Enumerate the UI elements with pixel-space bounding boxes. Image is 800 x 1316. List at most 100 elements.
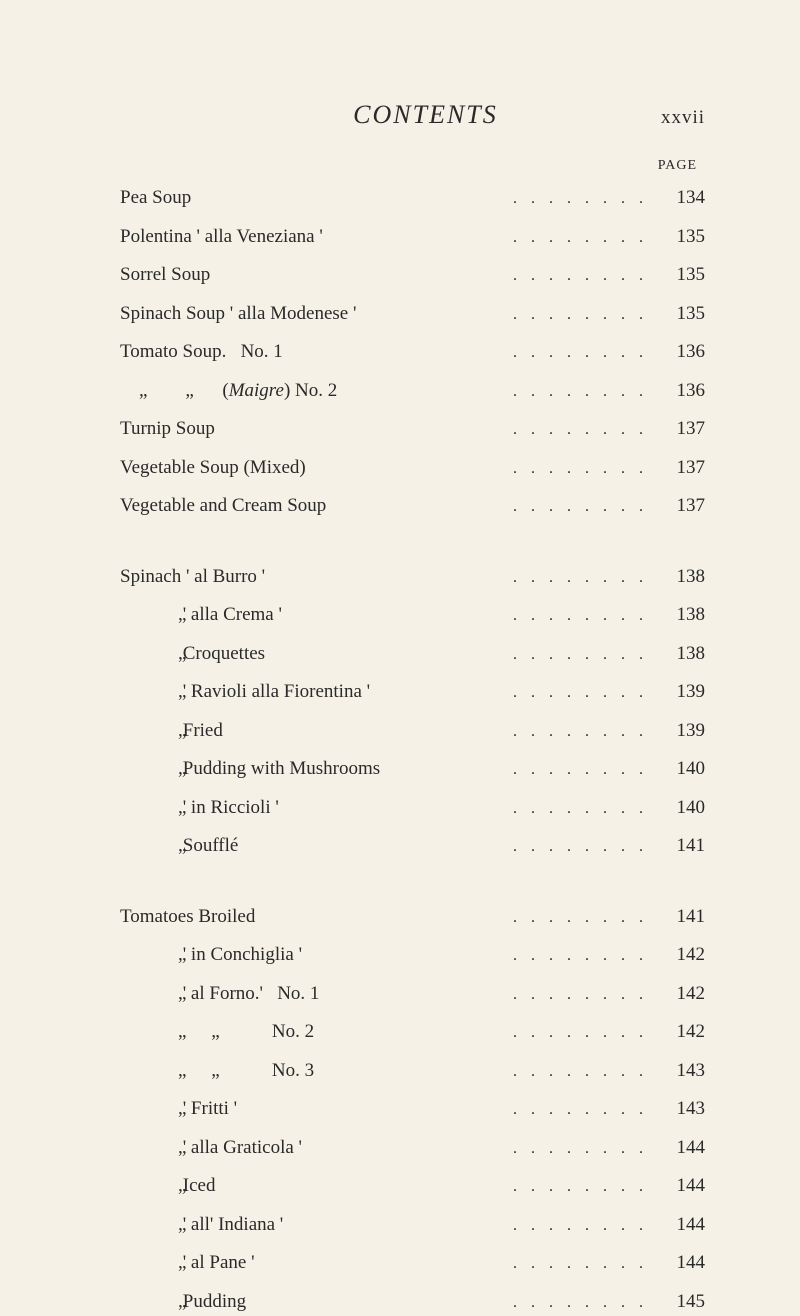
page-roman-numeral: xxvii: [661, 107, 705, 129]
ditto-mark: „: [120, 794, 178, 823]
leader-dots: ........: [229, 720, 657, 744]
entry-label: „ ' alla Crema ': [120, 601, 282, 630]
leader-dots: ........: [343, 380, 657, 404]
entry-page-number: 137: [663, 492, 705, 521]
leader-dots: ........: [221, 1175, 657, 1199]
table-row: Turnip Soup........137: [120, 415, 705, 444]
leader-dots: ........: [308, 1137, 657, 1161]
table-row: „ „ (Maigre) No. 2........136: [120, 377, 705, 406]
leader-dots: ........: [329, 226, 657, 250]
entry-label: „ Croquettes: [120, 640, 265, 669]
leader-dots: ........: [325, 983, 657, 1007]
leader-dots: ........: [289, 341, 657, 365]
entry-page-number: 137: [663, 454, 705, 483]
entry-label: „ Fried: [120, 717, 223, 746]
table-row: Pea Soup........134: [120, 184, 705, 213]
table-row: Tomatoes Broiled........141: [120, 903, 705, 932]
entry-label: „ ' al Forno.' No. 1: [120, 980, 319, 1009]
entry-label: Turnip Soup: [120, 415, 215, 444]
entry-label: „ ' all' Indiana ': [120, 1211, 283, 1240]
entry-label: Spinach Soup ' alla Modenese ': [120, 300, 356, 329]
table-row: „ ' Fritti '........143: [120, 1095, 705, 1124]
entry-label: Sorrel Soup: [120, 261, 210, 290]
entry-page-number: 136: [663, 338, 705, 367]
ditto-mark: „: [120, 1288, 178, 1316]
entry-label: „ ' in Riccioli ': [120, 794, 279, 823]
table-row: „ Fried........139: [120, 717, 705, 746]
italic-word: Maigre: [229, 380, 284, 401]
ditto-mark: „: [120, 832, 178, 861]
entry-label: „ Pudding with Mushrooms: [120, 755, 380, 784]
entry-label: Vegetable and Cream Soup: [120, 492, 326, 521]
leader-dots: ........: [243, 1098, 657, 1122]
entry-page-number: 138: [663, 601, 705, 630]
table-row: „ ' in Conchiglia '........142: [120, 941, 705, 970]
entry-label: „ „ (Maigre) No. 2: [120, 377, 337, 406]
entry-label: „ „ No. 2: [120, 1018, 314, 1047]
table-row: „ „ No. 3........143: [120, 1057, 705, 1086]
entry-page-number: 144: [663, 1249, 705, 1278]
entry-page-number: 136: [663, 377, 705, 406]
entry-label: „ ' Fritti ': [120, 1095, 237, 1124]
leader-dots: ........: [216, 264, 657, 288]
entry-label: „ ' alla Graticola ': [120, 1134, 302, 1163]
leader-dots: ........: [320, 1021, 657, 1045]
ditto-mark: „: [120, 755, 178, 784]
entry-label: Polentina ' alla Veneziana ': [120, 223, 323, 252]
entry-page-number: 143: [663, 1095, 705, 1124]
entry-label: Vegetable Soup (Mixed): [120, 454, 306, 483]
table-row: „ ' al Forno.' No. 1........142: [120, 980, 705, 1009]
entry-page-number: 142: [663, 980, 705, 1009]
section-divider: [120, 871, 705, 903]
entry-page-number: 144: [663, 1211, 705, 1240]
entry-page-number: 145: [663, 1288, 705, 1316]
leader-dots: ........: [320, 1060, 657, 1084]
ditto-mark: „: [120, 941, 178, 970]
leader-dots: ........: [308, 944, 657, 968]
entry-label: „ „ No. 3: [120, 1057, 314, 1086]
entry-page-number: 139: [663, 717, 705, 746]
page-column-label: PAGE: [120, 158, 705, 174]
entry-page-number: 134: [663, 184, 705, 213]
ditto-mark: „: [120, 678, 178, 707]
table-row: „ ' Ravioli alla Fiorentina '........139: [120, 678, 705, 707]
entry-page-number: 137: [663, 415, 705, 444]
ditto-mark: „: [120, 601, 178, 630]
leader-dots: ........: [244, 835, 657, 859]
leader-dots: ........: [376, 681, 657, 705]
entry-label: „ Soufflé: [120, 832, 238, 861]
table-row: „ „ No. 2........142: [120, 1018, 705, 1047]
section-divider: [120, 531, 705, 563]
entry-label: „ ' in Conchiglia ': [120, 941, 302, 970]
entry-page-number: 138: [663, 563, 705, 592]
table-row: „ ' alla Crema '........138: [120, 601, 705, 630]
entry-label: Spinach ' al Burro ': [120, 563, 265, 592]
entry-page-number: 135: [663, 223, 705, 252]
table-row: „ ' in Riccioli '........140: [120, 794, 705, 823]
table-row: Vegetable Soup (Mixed)........137: [120, 454, 705, 483]
ditto-mark: „: [120, 1172, 178, 1201]
table-row: Sorrel Soup........135: [120, 261, 705, 290]
table-row: „ Pudding........145: [120, 1288, 705, 1316]
entry-page-number: 135: [663, 261, 705, 290]
table-row: „ Croquettes........138: [120, 640, 705, 669]
ditto-mark: „: [120, 640, 178, 669]
ditto-mark: „: [120, 1249, 178, 1278]
entry-page-number: 141: [663, 903, 705, 932]
entry-page-number: 143: [663, 1057, 705, 1086]
entry-page-number: 140: [663, 794, 705, 823]
leader-dots: ........: [261, 906, 657, 930]
entry-page-number: 140: [663, 755, 705, 784]
table-row: Tomato Soup. No. 1........136: [120, 338, 705, 367]
table-row: Vegetable and Cream Soup........137: [120, 492, 705, 521]
entry-page-number: 139: [663, 678, 705, 707]
entry-page-number: 144: [663, 1172, 705, 1201]
table-row: Spinach ' al Burro '........138: [120, 563, 705, 592]
entry-label: Pea Soup: [120, 184, 191, 213]
entry-page-number: 142: [663, 941, 705, 970]
leader-dots: ........: [288, 604, 657, 628]
entry-label: „ ' al Pane ': [120, 1249, 255, 1278]
contents-list: Pea Soup........134Polentina ' alla Vene…: [120, 184, 705, 1316]
entry-label: Tomato Soup. No. 1: [120, 338, 283, 367]
entry-page-number: 135: [663, 300, 705, 329]
